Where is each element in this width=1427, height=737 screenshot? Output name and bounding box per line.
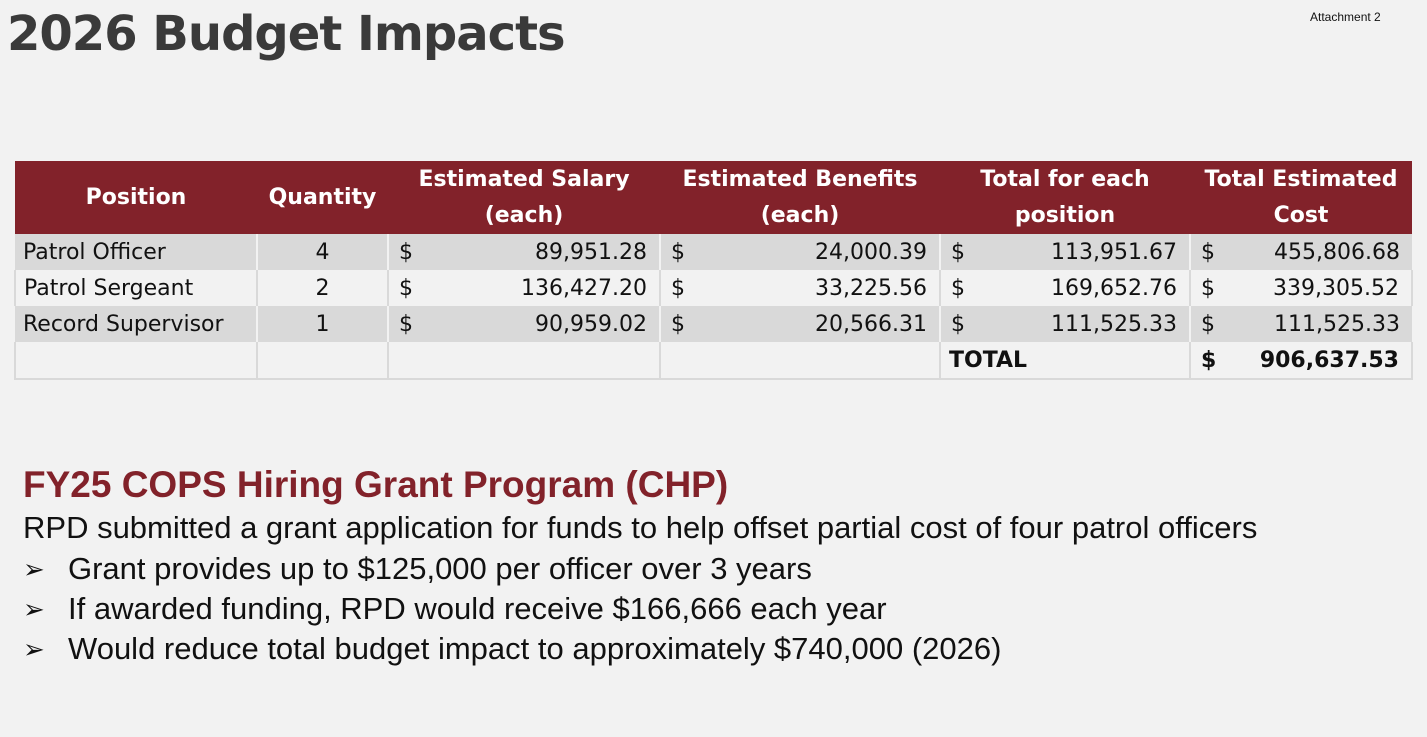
cell-benefits: $24,000.39 [660, 234, 941, 270]
cell-total-cost: $339,305.52 [1190, 270, 1413, 306]
cell-benefits: $33,225.56 [660, 270, 941, 306]
table-total-row: TOTAL $906,637.53 [14, 342, 1413, 380]
total-label: TOTAL [940, 342, 1191, 380]
cell-quantity: 2 [257, 270, 389, 306]
cell-empty [257, 342, 389, 380]
cell-salary: $90,959.02 [388, 306, 661, 342]
attachment-label: Attachment 2 [1310, 10, 1381, 24]
cell-salary: $89,951.28 [388, 234, 661, 270]
grant-heading: FY25 COPS Hiring Grant Program (CHP) [23, 464, 729, 505]
grant-bullet-list: ➢ Grant provides up to $125,000 per offic… [23, 549, 1001, 669]
header-benefits: Estimated Benefits (each) [660, 161, 940, 234]
arrow-bullet-icon: ➢ [23, 634, 45, 664]
cell-empty [660, 342, 941, 380]
list-item: ➢ Would reduce total budget impact to app… [23, 629, 1001, 669]
cell-total-per-position: $113,951.67 [940, 234, 1191, 270]
header-quantity: Quantity [257, 161, 388, 234]
header-total-per-position: Total for each position [940, 161, 1190, 234]
grant-intro: RPD submitted a grant application for fu… [23, 510, 1258, 545]
list-item: ➢ Grant provides up to $125,000 per offic… [23, 549, 1001, 589]
cell-total-per-position: $169,652.76 [940, 270, 1191, 306]
total-value: $906,637.53 [1190, 342, 1413, 380]
table-row: Patrol Sergeant 2 $136,427.20 $33,225.56… [14, 270, 1413, 306]
header-total-estimated-cost: Total Estimated Cost [1190, 161, 1412, 234]
cell-empty [388, 342, 661, 380]
budget-table: Position Quantity Estimated Salary (each)… [14, 161, 1413, 380]
cell-total-per-position: $111,525.33 [940, 306, 1191, 342]
page-title: 2026 Budget Impacts [7, 6, 566, 62]
cell-position: Record Supervisor [15, 306, 258, 342]
header-salary: Estimated Salary (each) [388, 161, 660, 234]
cell-quantity: 4 [257, 234, 389, 270]
arrow-bullet-icon: ➢ [23, 554, 45, 584]
cell-benefits: $20,566.31 [660, 306, 941, 342]
table-header-row: Position Quantity Estimated Salary (each)… [15, 161, 1412, 234]
table-row: Record Supervisor 1 $90,959.02 $20,566.3… [15, 306, 1412, 342]
cell-position: Patrol Sergeant [14, 270, 258, 306]
table-row: Patrol Officer 4 $89,951.28 $24,000.39 $… [15, 234, 1412, 270]
cell-total-cost: $111,525.33 [1190, 306, 1412, 342]
list-item: ➢ If awarded funding, RPD would receive $… [23, 589, 1001, 629]
cell-quantity: 1 [257, 306, 389, 342]
header-position: Position [15, 161, 257, 234]
cell-total-cost: $455,806.68 [1190, 234, 1412, 270]
cell-empty [14, 342, 258, 380]
cell-salary: $136,427.20 [388, 270, 661, 306]
cell-position: Patrol Officer [15, 234, 258, 270]
arrow-bullet-icon: ➢ [23, 594, 45, 624]
